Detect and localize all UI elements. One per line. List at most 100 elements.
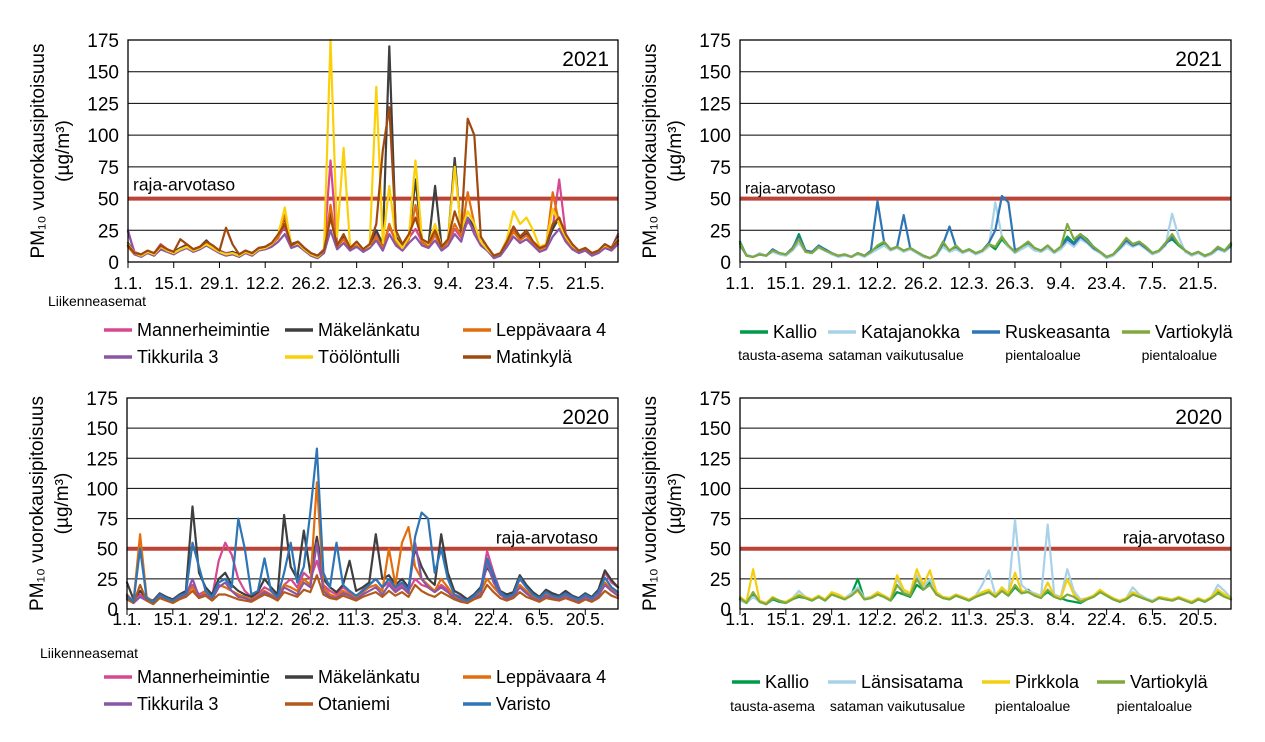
x-tick-label: 29.1.: [200, 273, 239, 293]
legend-label-vartiokyla: Vartiokylä: [1130, 672, 1209, 692]
x-tick-label: 9.4.: [434, 273, 463, 293]
y-axis-title-line1: PM₁₀ vuorokausipitoisuus: [640, 44, 661, 259]
x-tick-label: 15.1.: [153, 609, 192, 629]
y-tick-label: 175: [699, 31, 731, 52]
legend-item-pirkkola: Pirkkola pientaloalue: [982, 672, 1080, 714]
legend-item-tikkurila3: Tikkurila 3: [104, 347, 218, 367]
year-label: 2021: [562, 48, 609, 71]
y-tick-label: 50: [98, 190, 119, 211]
legend-sublabel-vartiokyla: pientaloalue: [1117, 698, 1193, 714]
legend-label-mannerheimintie: Mannerheimintie: [137, 667, 270, 687]
legend-sublabel-katajanokka: sataman vaikutusalue: [828, 347, 964, 363]
plot-frame: [739, 397, 1232, 610]
legend-label-tikkurila3: Tikkurila 3: [137, 694, 218, 714]
legend-label-lansisatama: Länsisatama: [861, 672, 964, 692]
x-tick-label: 1.1.: [725, 273, 754, 293]
legend-label-kallio: Kallio: [765, 672, 809, 692]
legend-sublabel-vartiokyla: pientaloalue: [1142, 347, 1218, 363]
y-tick-label: 0: [720, 600, 731, 621]
legend-label-makelankatu: Mäkelänkatu: [318, 320, 420, 340]
y-tick-label: 0: [108, 253, 119, 274]
y-axis-title-line2: (µg/m³): [53, 120, 74, 182]
x-tick-label: 6.5.: [1138, 609, 1167, 629]
x-tick-label: 15.1.: [766, 609, 805, 629]
x-tick-label: 22.4.: [474, 609, 513, 629]
x-tick-label: 25.3.: [382, 609, 421, 629]
x-tick-label: 29.1.: [812, 609, 851, 629]
x-axis: 1.1. 15.1. 29.1. 12.2. 26.2. 11.3. 25.3. 8.4. 22…: [112, 609, 605, 629]
legend-item-tikkurila3: Tikkurila 3: [104, 694, 218, 714]
legend-label-toolontulli: Töölöntulli: [318, 347, 400, 367]
x-tick-label: 26.3.: [383, 273, 422, 293]
legend-item-mannerheimintie: Mannerheimintie: [104, 320, 270, 340]
legend-item-leppavaara4: Leppävaara 4: [463, 320, 606, 340]
x-tick-label: 12.2.: [858, 273, 897, 293]
legend-label-makelankatu: Mäkelänkatu: [318, 667, 420, 687]
x-tick-label: 12.3.: [950, 273, 989, 293]
y-tick-label: 0: [720, 253, 731, 274]
x-tick-label: 1.1.: [113, 273, 142, 293]
x-tick-label: 12.3.: [337, 273, 376, 293]
legend-label-varisto: Varisto: [496, 694, 551, 714]
y-tick-label: 125: [86, 449, 118, 470]
legend: Liikenneasemat Mannerheimintie Mäkelänkatu…: [40, 645, 606, 714]
legend: Liikenneasemat Mannerheimintie Mäkelänkatu…: [48, 293, 606, 367]
series-line-makelankatu: [125, 505, 620, 602]
x-tick-label: 20.5.: [566, 609, 605, 629]
y-tick-label: 50: [710, 540, 731, 561]
y-tick-label: 175: [87, 31, 119, 52]
y-tick-label: 100: [86, 479, 118, 500]
x-axis: 1.1. 15.1. 29.1. 12.2. 26.2. 11.3. 25.3. 8.4. 22…: [725, 609, 1218, 629]
series-line-otaniemi: [125, 574, 620, 606]
y-tick-label: 150: [87, 63, 119, 84]
legend-item-lansisatama: Länsisatama sataman vaikutusalue: [828, 672, 965, 714]
legend-item-varisto: Varisto: [463, 694, 551, 714]
plot-frame: [126, 397, 619, 610]
x-tick-label: 8.4.: [1046, 609, 1075, 629]
x-tick-label: 26.2.: [904, 273, 943, 293]
y-tick-label: 25: [710, 221, 731, 242]
x-tick-label: 23.4.: [474, 273, 513, 293]
legend-item-otaniemi: Otaniemi: [285, 694, 390, 714]
legend-label-katajanokka: Katajanokka: [861, 322, 961, 342]
legend-sublabel-lansisatama: sataman vaikutusalue: [830, 698, 966, 714]
chart-background-2021: 1.1. 15.1. 29.1. 12.2. 26.2. 12.3. 26.3. 9.4. 23…: [640, 31, 1234, 363]
x-tick-label: 1.1.: [112, 609, 141, 629]
legend-title: Liikenneasemat: [48, 293, 146, 309]
y-tick-label: 150: [699, 419, 731, 440]
y-tick-label: 50: [710, 190, 731, 211]
y-axis: 0 25 50 75 100 125 150 175: [699, 389, 731, 621]
series-line-vartiokyla: [738, 222, 1233, 260]
plot-frame: [739, 39, 1232, 263]
x-tick-label: 11.3.: [337, 609, 375, 629]
x-tick-label: 29.1.: [812, 273, 851, 293]
legend-sublabel-ruskeasanta: pientaloalue: [1005, 347, 1081, 363]
y-tick-label: 0: [107, 600, 118, 621]
y-tick-label: 175: [699, 389, 731, 410]
y-axis-title-line2: (µg/m³): [665, 473, 686, 535]
plot-frame: [127, 39, 619, 263]
legend-sublabel-pirkkola: pientaloalue: [995, 698, 1071, 714]
legend-item-vartiokyla: Vartiokylä pientaloalue: [1122, 322, 1234, 363]
legend-item-makelankatu: Mäkelänkatu: [285, 667, 420, 687]
gridlines: [740, 427, 1231, 580]
series-line-varisto: [125, 447, 620, 603]
series-line-toolontulli: [126, 38, 620, 258]
legend-item-kallio: Kallio tausta-asema: [738, 322, 823, 363]
legend-label-ruskeasanta: Ruskeasanta: [1005, 322, 1111, 342]
legend-label-vartiokyla: Vartiokylä: [1155, 322, 1234, 342]
legend-item-makelankatu: Mäkelänkatu: [285, 320, 420, 340]
x-axis: 1.1. 15.1. 29.1. 12.2. 26.2. 12.3. 26.3. 9.4. 23…: [113, 262, 605, 293]
year-label: 2021: [1175, 48, 1222, 71]
legend-label-leppavaara4: Leppävaara 4: [496, 320, 606, 340]
legend-item-kallio: Kallio tausta-asema: [730, 672, 815, 714]
y-tick-label: 50: [97, 540, 118, 561]
year-label: 2020: [1175, 406, 1222, 429]
series-lines: [125, 447, 620, 606]
y-tick-label: 100: [699, 126, 731, 147]
series-line-matinkyla: [126, 106, 620, 257]
x-tick-label: 21.5.: [1179, 273, 1218, 293]
y-tick-label: 150: [699, 63, 731, 84]
x-tick-label: 12.2.: [245, 609, 284, 629]
